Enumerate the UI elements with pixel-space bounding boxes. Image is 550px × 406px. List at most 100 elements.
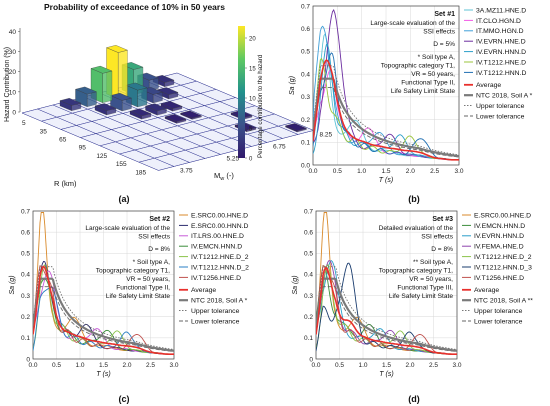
x-tick-label: 2.5 [146, 362, 155, 369]
panel-a-title: Probability of exceedance of 10% in 50 y… [44, 2, 225, 12]
legend-entry: NTC 2018, Soil A * [464, 93, 533, 100]
panel-a-floor-grid [21, 72, 315, 171]
y-tick-label: 0.1 [304, 335, 313, 342]
colorbar-tick-label: 15 [249, 66, 256, 72]
legend-label: IV.T1212.HNN.D_3 [474, 264, 532, 271]
y-tick-label: 0.3 [21, 293, 30, 300]
x-axis-label: T (s) [96, 371, 110, 378]
legend-label: IV.EMCN.HNN.D [191, 244, 242, 251]
y-tick-label: 8.25 [320, 131, 333, 138]
legend-label: Lower tolerance [476, 113, 525, 120]
legend-label: Lower tolerance [474, 318, 523, 325]
legend-label: IV.T1212.HNE.D_2 [474, 254, 532, 261]
hazard-bar [94, 103, 117, 116]
legend: E.SRC0.00.HNE.D E.SRC0.00.HNN.D IT.LRS.00.… [179, 212, 249, 325]
x-axis-label: T (s) [379, 371, 393, 378]
panel-c: 0.0 0.5 1.0 1.5 2.0 2.5 3.0 0 0.1 0.2 0.3 0.4 0.5 0.6… [9, 208, 249, 404]
legend-entry: IV.EMCN.HNN.D [179, 244, 242, 251]
legend-label: Average [476, 82, 501, 89]
x-tick-label: 125 [96, 153, 107, 160]
x-tick-label: 1.5 [382, 362, 391, 369]
legend-entry: IT.CLO.HGN.D [464, 18, 521, 25]
y-tick-label: 0.3 [301, 94, 310, 101]
legend-entry: E.SRC0.00.HNN.D [179, 223, 249, 230]
legend-label: IV.EVRN.HNN.D [476, 49, 526, 56]
legend-entry: E.SRC0.00.HNE.D [179, 212, 248, 219]
hazard-bar-top [125, 82, 148, 91]
x-tick-label: 185 [135, 169, 146, 176]
legend-entry: IV.T1212.HNN.D [464, 70, 526, 77]
y-tick-label: 0.5 [304, 251, 313, 258]
legend-label: IV.T1256.HNE.D [474, 275, 524, 282]
legend-entry: 3A.MZ11.HNE.D [464, 7, 526, 14]
hazard-bar-top [75, 86, 97, 95]
plot-frame [32, 210, 175, 360]
y-tick-label: 0.4 [304, 272, 313, 279]
y-tick-label: 0.4 [301, 71, 310, 78]
legend-label: Average [474, 287, 499, 294]
hazard-bar-top [145, 103, 167, 112]
z-tick-label: 0 [12, 110, 16, 117]
note-text: SSI effects [138, 234, 170, 241]
legend-label: NTC 2018, Soil A ** [474, 298, 533, 305]
legend-entry: IV.T1256.HNE.D [179, 275, 241, 282]
y-axis-label: Sa (g) [292, 275, 299, 294]
legend-label: Upper tolerance [191, 308, 240, 315]
x-tick-label: 3.0 [169, 362, 178, 369]
x-tick-label: 65 [59, 137, 67, 144]
upper-tolerance-line [313, 65, 459, 156]
x-tick-label: 0.5 [333, 168, 342, 175]
panel-a: Probability of exceedance of 10% in 50 y… [4, 2, 333, 204]
set-label: Set #1 [434, 11, 455, 18]
legend-entry: IV.T1212.HNN.D_3 [462, 264, 532, 271]
legend-entry: Upper tolerance [464, 103, 525, 110]
y-tick-label: 6.75 [273, 143, 286, 150]
x-tick-label: 95 [79, 145, 87, 152]
note-text: Functional Type II, [401, 80, 455, 87]
y-tick-label: 0.2 [21, 314, 30, 321]
legend-entry: IV.T1212.HNN.D_2 [179, 264, 249, 271]
z-tick-label: 10 [9, 89, 17, 96]
x-tick-label: 155 [116, 161, 127, 168]
panel-a-colorbar-ticks: 0 5 10 15 20 [245, 36, 256, 162]
legend-entry: Upper tolerance [462, 308, 523, 315]
hazard-bar-side [137, 87, 148, 108]
legend-entry: IT.LRS.00.HNE.D [179, 233, 244, 240]
panel-a-y-ticks: 3.75 5.25 6.75 8.25 [180, 131, 333, 174]
legend-label: E.SRC0.00.HNN.D [191, 223, 249, 230]
x-tick-label: 3.0 [454, 168, 463, 175]
hazard-bar [110, 92, 132, 112]
hazard-bar-top [180, 110, 202, 119]
legend-label: IV.EVRN.HNN.D [474, 233, 524, 240]
note-text: Detailed evaluation of the [379, 225, 454, 232]
x-tick-label: 1.5 [99, 362, 108, 369]
hazard-bar [180, 110, 202, 120]
hazard-bar [164, 114, 187, 124]
z-tick-label: 40 [9, 29, 17, 36]
panel-a-z-label: Hazard Contribution (%) [4, 47, 11, 122]
panel-b: 0.0 0.5 1.0 1.5 2.0 2.5 3.0 0.0 0.1 0.2 0.3 0.4 0.5 0… [289, 3, 533, 204]
note-text: SSI effects [423, 29, 455, 36]
note-text: VR = 50 years, [411, 71, 455, 78]
legend-label: Lower tolerance [191, 318, 240, 325]
legend-label: Average [191, 287, 216, 294]
x-tick-label: 35 [40, 128, 48, 135]
legend-entry: NTC 2018, Soil A * [179, 298, 248, 305]
y-tick-label: 0.6 [304, 229, 313, 236]
legend-label: Upper tolerance [476, 103, 525, 110]
hazard-bar-top [285, 123, 307, 131]
note-text: Life Safety Limit State [391, 88, 455, 95]
y-tick-label: 0.1 [301, 140, 310, 147]
average-line [316, 267, 457, 355]
note-text: * Soil type A, [133, 259, 171, 266]
z-tick-label: 30 [9, 49, 17, 56]
hazard-bar-side [118, 49, 128, 99]
hazard-bar-top [156, 87, 179, 95]
plot-frame [315, 210, 458, 360]
y-axis-label: Sa (g) [289, 76, 296, 95]
hazard-bar-side [102, 70, 113, 103]
hazard-bar-top [129, 108, 152, 117]
legend-entry: NTC 2018, Soil A ** [462, 298, 533, 305]
x-tick-label: 2.0 [405, 362, 414, 369]
